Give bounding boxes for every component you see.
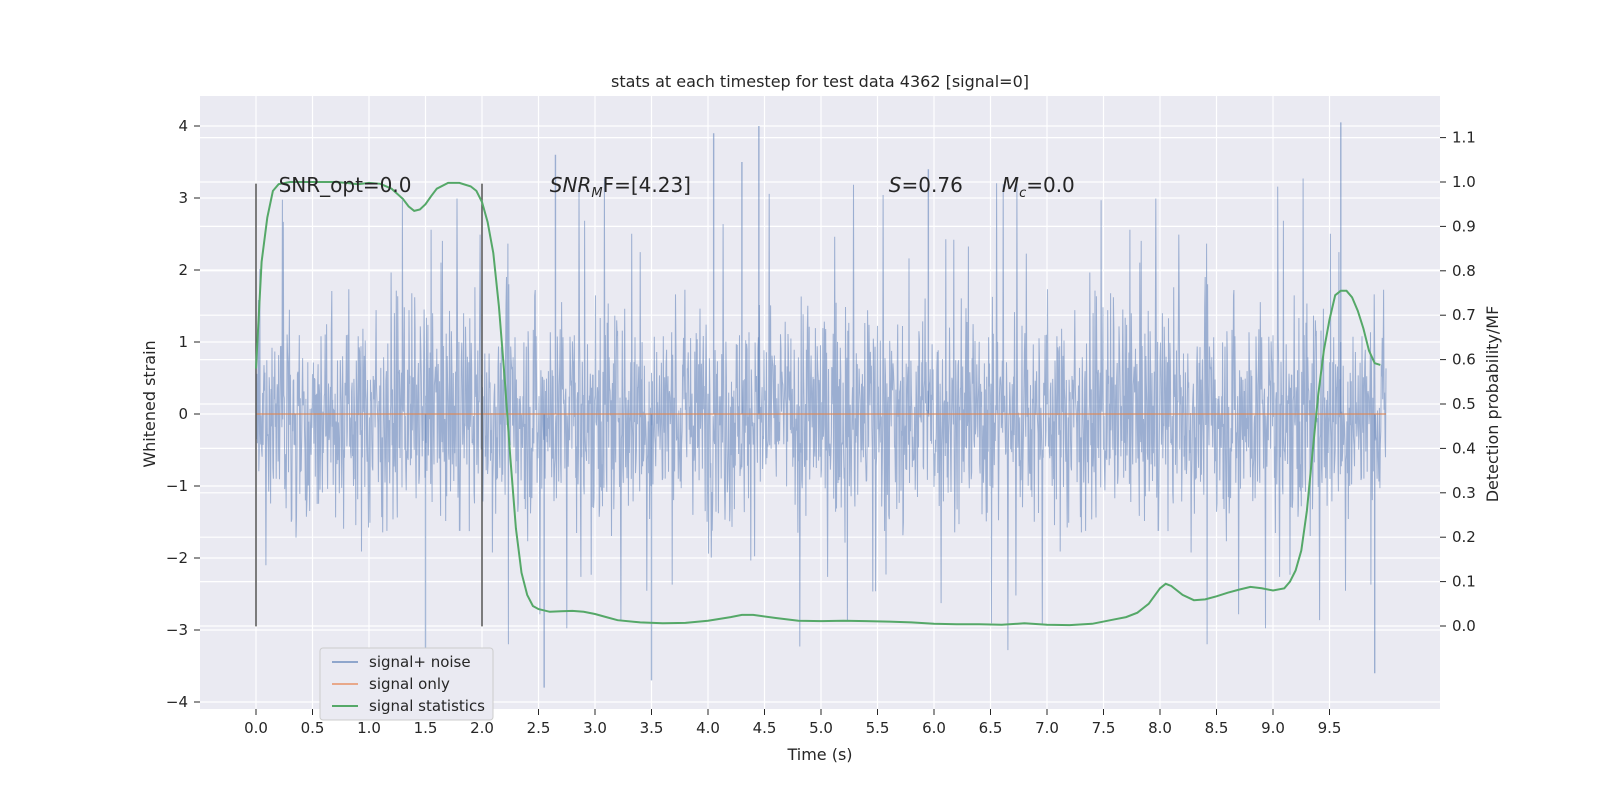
y2-tick-label: 0.4 [1452, 439, 1476, 457]
legend: signal+ noise signal only signal statist… [319, 647, 494, 721]
x-tick-label: 9.5 [1318, 719, 1342, 737]
y2-tick-label: 0.0 [1452, 617, 1476, 635]
chart-title: stats at each timestep for test data 436… [611, 72, 1029, 91]
y-axis-left: 4 3 2 1 0 −1 −2 −3 −4 [166, 117, 200, 711]
statistics-line [255, 181, 1381, 627]
statistics-series [255, 181, 1381, 627]
y-tick-label: 4 [178, 117, 188, 135]
y-axis-label: Whitened strain [140, 340, 159, 467]
y2-tick-label: 1.0 [1452, 173, 1476, 191]
x-tick-label: 6.5 [979, 719, 1003, 737]
x-tick-label: 1.5 [414, 719, 438, 737]
y-tick-label: −2 [166, 549, 188, 567]
y-tick-label: 0 [178, 405, 188, 423]
y2-tick-label: 0.7 [1452, 306, 1476, 324]
y2-tick-label: 0.9 [1452, 217, 1476, 235]
x-tick-label: 8.5 [1205, 719, 1229, 737]
x-tick-label: 9.0 [1261, 719, 1285, 737]
y-tick-label: −3 [166, 621, 188, 639]
y2-axis-label: Detection probability/MF [1483, 306, 1502, 503]
y-tick-label: 1 [178, 333, 188, 351]
x-tick-label: 7.0 [1035, 719, 1059, 737]
y-tick-label: −1 [166, 477, 188, 495]
y-axis-right: 1.1 1.0 0.9 0.8 0.7 0.6 0.5 0.4 0.3 0.2 0.1 0.0 [1440, 129, 1476, 635]
x-tick-label: 2.0 [470, 719, 494, 737]
x-tick-label: 0.0 [244, 719, 268, 737]
legend-label-statistics: signal statistics [369, 697, 485, 715]
annotation: SNRMF=[4.23] [550, 173, 691, 201]
y2-tick-label: 0.5 [1452, 395, 1476, 413]
legend-label-noise: signal+ noise [369, 653, 471, 671]
x-tick-label: 5.5 [866, 719, 890, 737]
x-tick-label: 7.5 [1092, 719, 1116, 737]
y2-tick-label: 0.1 [1452, 573, 1476, 591]
x-tick-label: 3.5 [640, 719, 664, 737]
x-tick-label: 0.5 [301, 719, 325, 737]
annotations: SNR_opt=0.0 SNRMF=[4.23] S=0.76 Mc=0.0 [279, 173, 1075, 201]
x-axis-label: Time (s) [786, 745, 852, 764]
noise-line [255, 178, 1387, 651]
x-tick-label: 4.0 [696, 719, 720, 737]
y2-tick-label: 0.3 [1452, 484, 1476, 502]
legend-box [319, 647, 494, 721]
legend-label-signal-only: signal only [369, 675, 450, 693]
y2-tick-label: 0.8 [1452, 262, 1476, 280]
y2-tick-label: 0.2 [1452, 528, 1476, 546]
y-tick-label: −4 [166, 693, 188, 711]
x-axis: 0.0 0.5 1.0 1.5 2.0 2.5 3.0 3.5 4.0 4.5 5.0 5.5 6.0 6… [244, 709, 1341, 737]
annotation: Mc=0.0 [1002, 173, 1075, 201]
x-tick-label: 4.5 [753, 719, 777, 737]
x-tick-label: 6.0 [922, 719, 946, 737]
x-tick-label: 1.0 [357, 719, 381, 737]
y2-tick-label: 1.1 [1452, 129, 1476, 147]
annotation: SNR_opt=0.0 [279, 173, 412, 197]
x-tick-label: 8.0 [1148, 719, 1172, 737]
x-tick-label: 2.5 [527, 719, 551, 737]
x-tick-label: 5.0 [809, 719, 833, 737]
y-tick-label: 2 [178, 261, 188, 279]
x-tick-label: 3.0 [583, 719, 607, 737]
y-tick-label: 3 [178, 189, 188, 207]
annotation: S=0.76 [889, 173, 963, 197]
y2-tick-label: 0.6 [1452, 351, 1476, 369]
window-lines [255, 183, 483, 627]
